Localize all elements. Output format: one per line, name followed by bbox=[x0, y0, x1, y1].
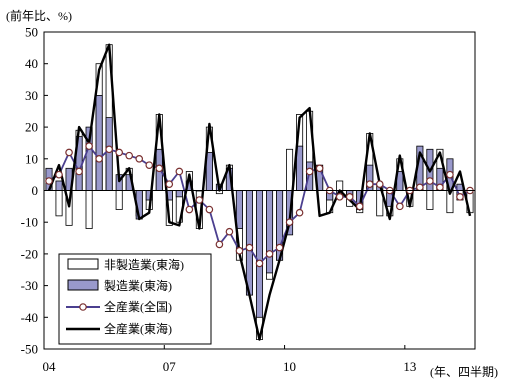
national-all-industries-point bbox=[456, 193, 464, 201]
national-all-industries-point bbox=[205, 205, 214, 214]
y-tick-label: -30 bbox=[21, 278, 38, 293]
national-all-industries-point bbox=[355, 202, 364, 211]
national-all-industries-point bbox=[175, 167, 184, 176]
manufacturing-bar bbox=[105, 117, 113, 191]
y-tick-label: -20 bbox=[21, 246, 38, 261]
x-tick-label: 10 bbox=[283, 359, 296, 374]
non-manufacturing-bar bbox=[115, 190, 123, 210]
manufacturing-bar bbox=[175, 190, 183, 198]
national-all-industries-point bbox=[225, 227, 234, 236]
national-all-industries-point bbox=[335, 193, 344, 201]
y-tick-label: 50 bbox=[25, 25, 38, 40]
national-all-industries-point bbox=[85, 142, 93, 150]
national-all-industries-point bbox=[426, 177, 434, 185]
national-all-industries-point bbox=[375, 180, 384, 188]
national-all-industries-point bbox=[235, 246, 244, 255]
national-all-industries-point bbox=[285, 218, 294, 227]
tokai-all-industries-line bbox=[47, 43, 472, 341]
non-manufacturing-bar bbox=[426, 190, 434, 210]
national-all-industries-point bbox=[345, 193, 354, 201]
manufacturing-bar bbox=[55, 180, 63, 191]
legend-label-nonmfg: 非製造業(東海) bbox=[104, 257, 184, 272]
legend: 非製造業(東海) 製造業(東海) 全産業(全国) 全産業(東海) bbox=[58, 253, 212, 345]
manufacturing-bar bbox=[266, 190, 274, 274]
y-tick-label: -50 bbox=[21, 342, 38, 357]
national-all-industries-point bbox=[215, 240, 224, 249]
legend-swatch-nonmfg bbox=[67, 258, 99, 270]
y-tick-label: 10 bbox=[25, 151, 38, 166]
series-lines bbox=[45, 43, 474, 341]
y-tick-label: -40 bbox=[21, 310, 38, 325]
national-all-industries-point bbox=[295, 208, 304, 217]
legend-marker-national bbox=[79, 303, 87, 311]
national-all-industries-point bbox=[255, 259, 264, 268]
national-all-industries-point bbox=[436, 183, 444, 192]
national-all-industries-point bbox=[95, 155, 103, 163]
national-all-industries-point bbox=[55, 170, 63, 179]
y-tick-label: 20 bbox=[25, 120, 38, 135]
national-all-industries-point bbox=[305, 167, 314, 176]
legend-label-tokai: 全産業(東海) bbox=[104, 321, 172, 336]
national-all-industries-point bbox=[135, 155, 144, 163]
y-tick-label: 30 bbox=[25, 88, 38, 103]
national-all-industries-point bbox=[75, 167, 83, 176]
national-all-industries-point bbox=[115, 148, 123, 157]
national-all-industries-point bbox=[105, 145, 113, 154]
national-all-industries-point bbox=[416, 183, 424, 192]
legend-label-mfg: 製造業(東海) bbox=[104, 278, 172, 293]
y-axis-ticks: 50 40 30 20 10 0 -10 -20 -30 -40 -50 bbox=[21, 25, 48, 357]
national-all-industries-point bbox=[45, 177, 53, 185]
manufacturing-bar bbox=[306, 161, 314, 191]
x-tick-label: 04 bbox=[43, 359, 57, 374]
national-all-industries-point bbox=[265, 250, 274, 258]
national-all-industries-point bbox=[195, 196, 204, 204]
x-tick-label: 07 bbox=[163, 359, 177, 374]
y-tick-label: -10 bbox=[21, 215, 38, 230]
non-manufacturing-bar bbox=[286, 148, 294, 191]
national-all-industries-point bbox=[155, 164, 164, 173]
legend-label-national: 全産業(全国) bbox=[104, 299, 172, 314]
legend-swatch-mfg bbox=[67, 279, 99, 291]
non-manufacturing-bar bbox=[85, 190, 93, 229]
national-all-industries-point bbox=[365, 180, 374, 188]
y-unit-label: (前年比、%) bbox=[6, 8, 72, 23]
manufacturing-bar bbox=[245, 190, 253, 296]
manufacturing-bar bbox=[235, 190, 243, 229]
national-all-industries-point bbox=[165, 180, 174, 188]
y-tick-label: 0 bbox=[32, 183, 39, 198]
non-manufacturing-bar bbox=[336, 180, 344, 191]
national-all-industries-point bbox=[145, 161, 154, 169]
x-axis-label: (年、四半期) bbox=[430, 365, 498, 379]
national-all-industries-point bbox=[125, 151, 133, 160]
manufacturing-bar bbox=[95, 95, 103, 191]
manufacturing-bar bbox=[255, 190, 264, 318]
national-all-industries-point bbox=[315, 164, 324, 173]
national-all-industries-point bbox=[396, 202, 404, 211]
national-all-industries-point bbox=[245, 243, 254, 252]
y-tick-label: 40 bbox=[25, 56, 38, 71]
x-axis-ticks: 04 07 10 13 bbox=[43, 345, 416, 374]
national-all-industries-point bbox=[185, 205, 194, 214]
national-all-industries-point bbox=[275, 243, 284, 252]
non-manufacturing-bar bbox=[55, 190, 63, 217]
national-all-industries-point bbox=[446, 170, 454, 179]
x-tick-label: 13 bbox=[403, 359, 416, 374]
national-all-industries-point bbox=[65, 148, 73, 157]
